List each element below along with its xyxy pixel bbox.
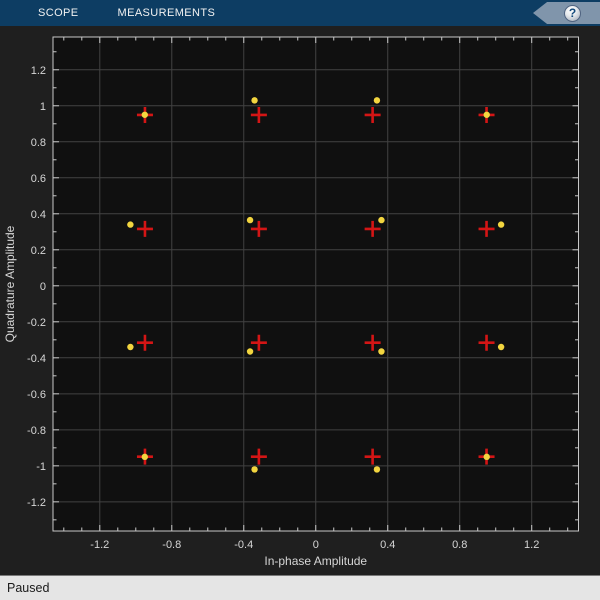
status-bar: Paused bbox=[0, 575, 600, 600]
y-tick-label: -1.2 bbox=[27, 497, 46, 509]
signal-point-marker bbox=[373, 466, 381, 473]
signal-point-marker bbox=[141, 453, 148, 461]
y-tick-label: 0 bbox=[40, 281, 46, 293]
x-axis-label: In-phase Amplitude bbox=[264, 554, 367, 568]
x-tick-label: -0.4 bbox=[234, 539, 253, 551]
y-tick-label: 1 bbox=[40, 101, 46, 113]
y-tick-label: 0.8 bbox=[31, 137, 46, 149]
tab-measurements[interactable]: MEASUREMENTS bbox=[117, 7, 216, 19]
signal-point-marker bbox=[141, 111, 148, 118]
y-tick-label: -0.6 bbox=[27, 389, 46, 401]
constellation-plot-area: -1.2 -0.8 -0.4 0 0.4 0.8 1.2 -1.2 -1 -0.8 -0.6 -0.4… bbox=[0, 26, 600, 575]
signal-point-marker bbox=[483, 453, 490, 461]
status-text: Paused bbox=[7, 581, 50, 595]
axis-labels: In-phase Amplitude Quadrature Amplitude bbox=[3, 225, 367, 568]
help-button[interactable]: ? bbox=[533, 2, 600, 24]
signal-point-marker bbox=[378, 216, 385, 224]
signal-point-marker bbox=[246, 348, 254, 355]
tick-labels: -1.2 -0.8 -0.4 0 0.4 0.8 1.2 -1.2 -1 -0.8 -0.6 -0.4… bbox=[27, 65, 539, 551]
constellation-plot-canvas: -1.2 -0.8 -0.4 0 0.4 0.8 1.2 -1.2 -1 -0.8 -0.6 -0.4… bbox=[3, 36, 579, 568]
reference-point-marker bbox=[364, 220, 381, 237]
y-tick-label: 0.2 bbox=[31, 245, 46, 257]
y-axis-label: Quadrature Amplitude bbox=[3, 225, 17, 342]
x-tick-label: 0 bbox=[313, 539, 319, 551]
signal-point-marker bbox=[251, 466, 258, 473]
x-tick-label: 0.8 bbox=[452, 539, 467, 551]
tab-scope[interactable]: SCOPE bbox=[38, 7, 79, 19]
signal-point-marker bbox=[373, 97, 381, 104]
signal-point-marker bbox=[497, 221, 505, 228]
signal-point-marker bbox=[246, 216, 254, 224]
x-tick-label: 1.2 bbox=[524, 539, 539, 551]
signal-point-marker bbox=[251, 97, 258, 104]
y-tick-label: 1.2 bbox=[31, 65, 46, 77]
reference-point-marker bbox=[364, 106, 381, 123]
x-tick-label: -0.8 bbox=[162, 539, 181, 551]
reference-point-marker bbox=[364, 334, 381, 351]
signal-point-marker bbox=[483, 111, 490, 118]
reference-point-marker bbox=[250, 334, 267, 351]
gridlines bbox=[53, 37, 579, 531]
y-tick-label: -1 bbox=[36, 461, 46, 473]
toolbar: SCOPE MEASUREMENTS ? bbox=[0, 0, 600, 26]
signal-point-marker bbox=[378, 348, 385, 355]
y-tick-label: -0.8 bbox=[27, 425, 46, 437]
signal-markers bbox=[127, 97, 505, 473]
x-tick-label: -1.2 bbox=[90, 539, 109, 551]
reference-point-marker bbox=[478, 334, 495, 351]
help-icon[interactable]: ? bbox=[564, 4, 581, 22]
axis-ticks bbox=[53, 37, 579, 531]
reference-point-marker bbox=[250, 448, 267, 465]
reference-point-marker bbox=[250, 220, 267, 237]
signal-point-marker bbox=[127, 221, 134, 228]
y-tick-label: 0.4 bbox=[31, 209, 46, 221]
y-tick-label: -0.4 bbox=[27, 353, 46, 365]
reference-point-marker bbox=[250, 106, 267, 123]
signal-point-marker bbox=[127, 343, 134, 351]
reference-point-marker bbox=[364, 448, 381, 465]
y-tick-label: -0.2 bbox=[27, 317, 46, 329]
reference-point-marker bbox=[136, 220, 153, 237]
help-glyph: ? bbox=[568, 6, 577, 20]
x-tick-label: 0.4 bbox=[380, 539, 395, 551]
y-tick-label: 0.6 bbox=[31, 173, 46, 185]
reference-point-marker bbox=[136, 334, 153, 351]
signal-point-marker bbox=[497, 343, 505, 351]
reference-point-marker bbox=[478, 220, 495, 237]
